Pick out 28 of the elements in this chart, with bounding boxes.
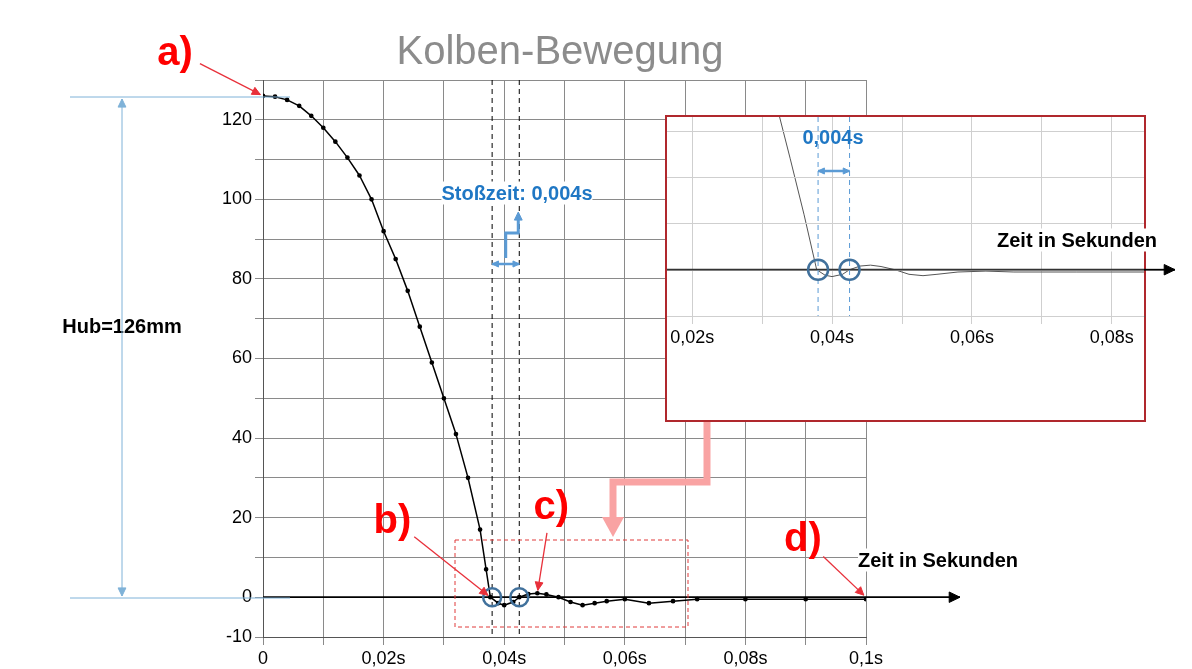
y-tick-label: 0	[241, 586, 252, 607]
x-axis-title: Zeit in Sekunden	[858, 548, 1019, 572]
y-tick-label: 60	[231, 347, 252, 368]
x-tick-label: 0,06s	[949, 326, 994, 347]
x-tick-label: 0,06s	[602, 647, 647, 668]
annotation: c)	[533, 482, 570, 528]
chart-title: Kolben-Bewegung	[390, 27, 730, 73]
annotation: 0,004s	[802, 125, 864, 149]
y-tick-label: 40	[231, 427, 252, 448]
x-tick-label: 0,02s	[361, 647, 406, 668]
annotation: b)	[373, 496, 412, 542]
x-tick-label: 0,04s	[482, 647, 527, 668]
x-tick-label: 0,08s	[1089, 326, 1134, 347]
y-tick-label: 80	[231, 267, 252, 288]
x-tick-label: 0,02s	[670, 326, 715, 347]
annotation: a)	[157, 28, 193, 74]
text: Hub=126mm	[60, 310, 184, 342]
y-tick-label: 120	[221, 108, 252, 129]
x-tick-label: 0,08s	[723, 647, 768, 668]
x-tick-label: 0	[257, 647, 269, 668]
x-tick-label: 0,04s	[810, 326, 855, 347]
x-tick-label: 0,1s	[848, 647, 884, 668]
annotation: d)	[784, 514, 822, 560]
annotation: Stoßzeit: 0,004s	[441, 181, 593, 205]
y-tick-label: 100	[221, 188, 252, 209]
x-axis-title: Zeit in Sekunden	[997, 228, 1158, 252]
y-tick-label: -10	[225, 625, 252, 646]
y-tick-label: 20	[231, 506, 252, 527]
